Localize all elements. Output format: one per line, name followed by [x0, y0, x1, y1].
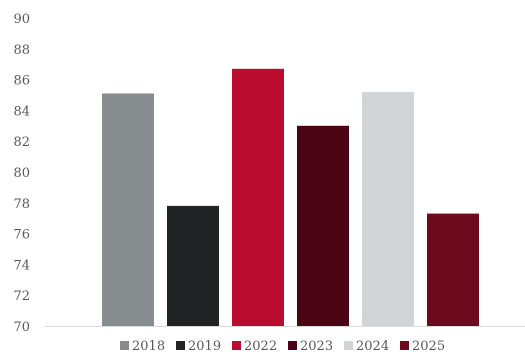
- y-tick-label: 80: [13, 166, 30, 181]
- legend-label-2024: 2024: [356, 339, 389, 354]
- y-tick-label: 74: [13, 258, 30, 273]
- y-tick-label: 86: [13, 74, 30, 89]
- bar-2025: [427, 213, 479, 326]
- y-axis-ticks: 70 72 74 76 78 80 82 84 86 88 90: [13, 12, 30, 335]
- legend-label-2022: 2022: [244, 339, 277, 354]
- y-tick-label: 72: [13, 289, 30, 304]
- legend-swatch-2019: [176, 341, 185, 350]
- legend-swatch-2024: [344, 341, 353, 350]
- bar-2024: [362, 91, 414, 326]
- legend-swatch-2022: [232, 341, 241, 350]
- y-tick-label: 90: [13, 12, 30, 27]
- legend-swatch-2025: [400, 341, 409, 350]
- y-tick-label: 78: [13, 197, 30, 212]
- bar-2023: [297, 125, 349, 326]
- bar-2019: [167, 205, 219, 326]
- y-tick-label: 88: [13, 43, 30, 58]
- legend-label-2019: 2019: [188, 339, 221, 354]
- bar-2018: [102, 93, 154, 327]
- y-tick-label: 84: [13, 104, 30, 119]
- legend-label-2018: 2018: [132, 339, 165, 354]
- legend: 2018 2019 2022 2023 2024 2025: [120, 339, 445, 354]
- legend-swatch-2018: [120, 341, 129, 350]
- legend-label-2025: 2025: [412, 339, 445, 354]
- y-tick-label: 76: [13, 228, 30, 243]
- y-tick-label: 70: [13, 320, 30, 335]
- bar-2022: [232, 68, 284, 326]
- legend-label-2023: 2023: [300, 339, 333, 354]
- bars: [102, 68, 479, 327]
- y-tick-label: 82: [13, 135, 30, 150]
- legend-swatch-2023: [288, 341, 297, 350]
